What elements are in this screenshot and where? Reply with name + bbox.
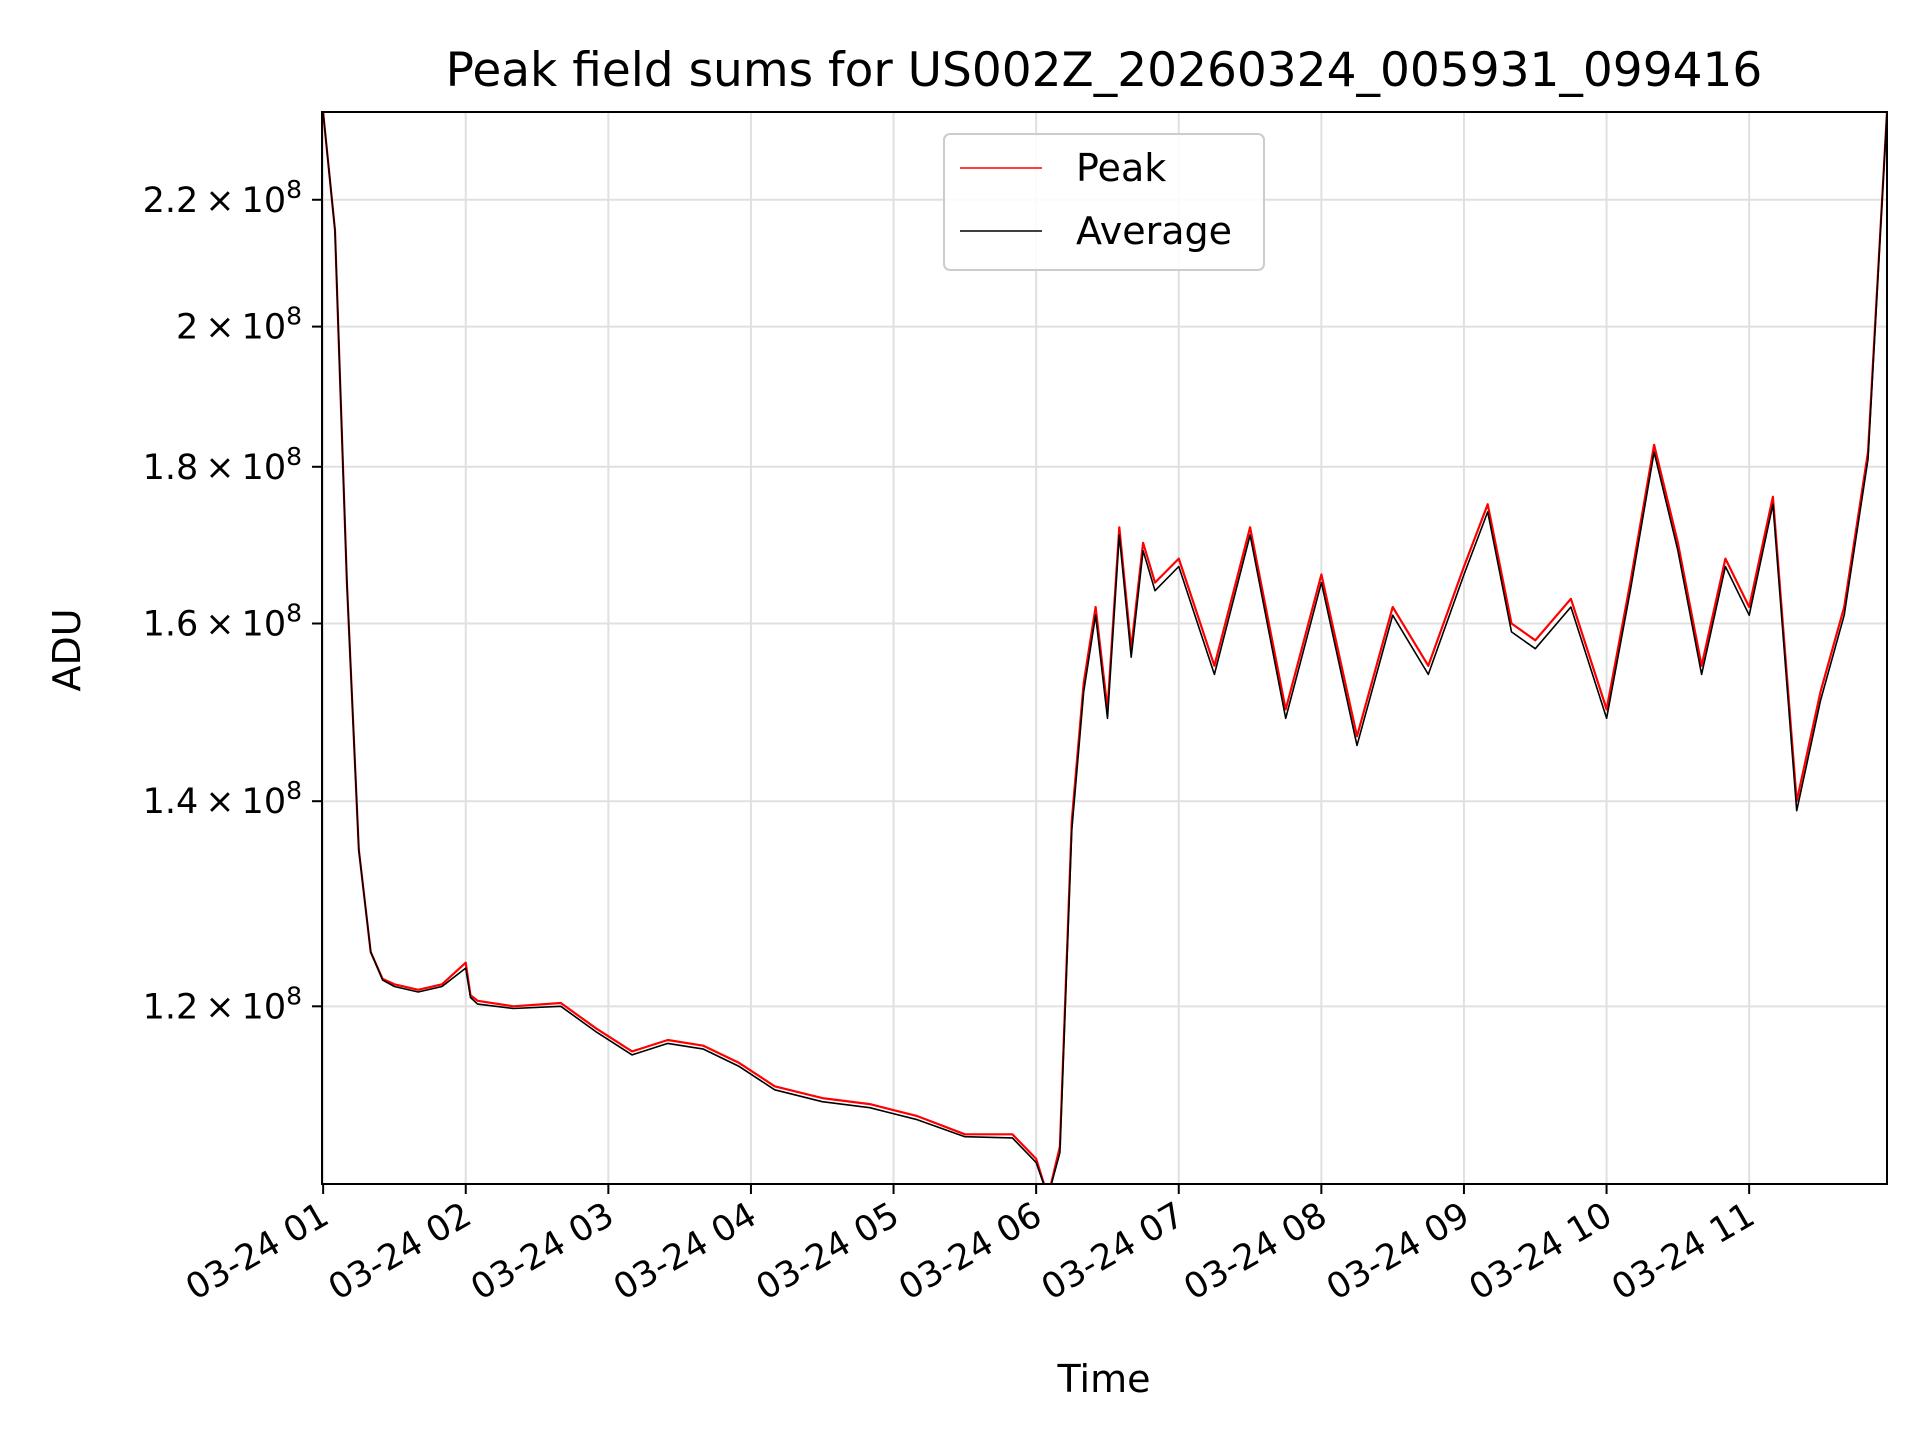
y-tick-label: 2 × 108 <box>176 302 302 348</box>
y-tick-mantissa: 1.2 <box>143 987 199 1027</box>
y-tick-base: × 10 <box>198 782 286 822</box>
y-tick-base: × 10 <box>198 181 286 221</box>
y-tick-label: 1.4 × 108 <box>143 776 302 822</box>
y-tick-exponent: 8 <box>286 981 302 1010</box>
series-line-peak <box>322 112 1887 1184</box>
plot-frame <box>321 111 1888 1185</box>
y-tick-label: 2.2 × 108 <box>143 175 302 221</box>
y-tick-exponent: 8 <box>286 776 302 805</box>
y-tick-exponent: 8 <box>286 442 302 471</box>
legend: Peak Average <box>943 133 1265 271</box>
y-tick-mantissa: 2.2 <box>143 181 199 221</box>
y-tick-exponent: 8 <box>286 599 302 628</box>
y-tick-mantissa: 2 <box>176 308 198 348</box>
legend-label-average: Average <box>1076 209 1232 253</box>
legend-label-peak: Peak <box>1076 146 1166 190</box>
y-tick-base: × 10 <box>198 987 286 1027</box>
y-axis-label: ADU <box>45 608 89 691</box>
y-tick-mantissa: 1.4 <box>143 782 199 822</box>
y-tick-mantissa: 1.8 <box>143 448 199 488</box>
y-tick-label: 1.8 × 108 <box>143 442 302 488</box>
chart-title: Peak field sums for US002Z_20260324_0059… <box>446 43 1763 98</box>
y-tick-exponent: 8 <box>286 175 302 204</box>
y-tick-base: × 10 <box>198 308 286 348</box>
grid <box>322 112 1887 1184</box>
series-line-average <box>322 112 1887 1184</box>
y-tick-exponent: 8 <box>286 302 302 331</box>
y-tick-label: 1.2 × 108 <box>143 981 302 1027</box>
y-tick-label: 1.6 × 108 <box>143 599 302 645</box>
series-layer <box>322 112 1887 1184</box>
x-axis-label: Time <box>1057 1357 1151 1401</box>
y-tick-mantissa: 1.6 <box>143 605 199 645</box>
y-tick-base: × 10 <box>198 448 286 488</box>
y-tick-base: × 10 <box>198 605 286 645</box>
